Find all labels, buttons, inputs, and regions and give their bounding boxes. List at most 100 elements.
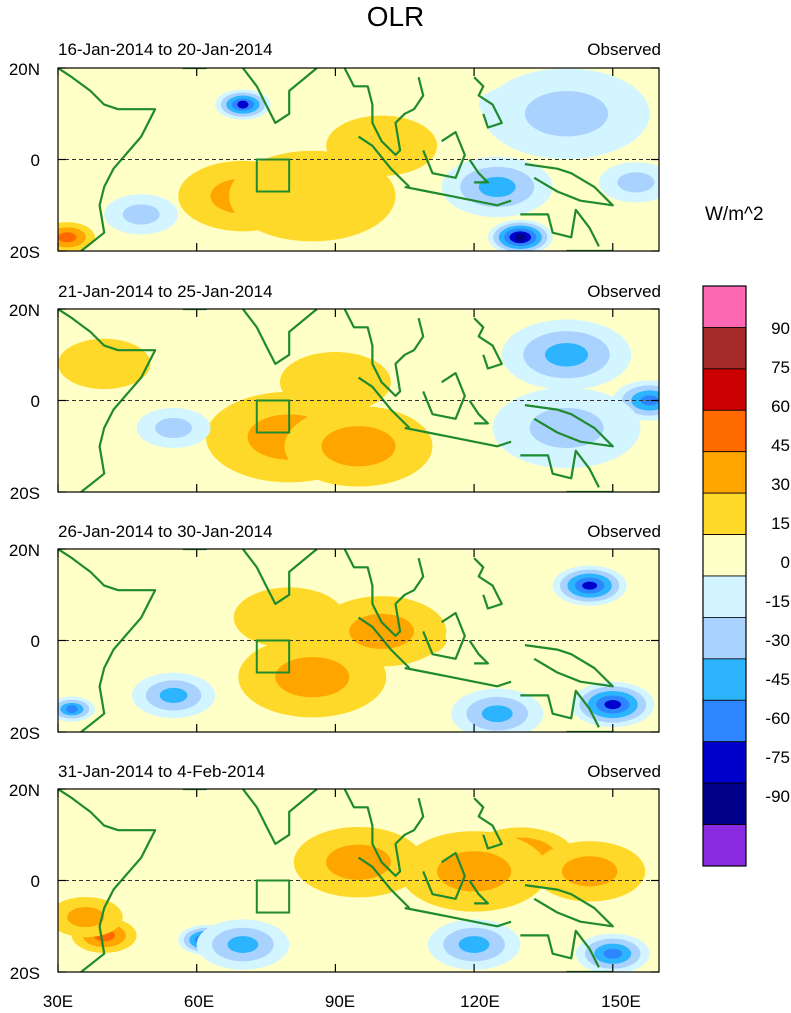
panel-2-anomaly-7-band-2 <box>155 417 193 439</box>
panel-3-anomaly-8-band-3 <box>159 687 188 703</box>
panel-2-coastline-4 <box>357 376 411 429</box>
panel-1-coastline-5 <box>404 185 512 207</box>
panel-1-region-box <box>255 158 291 193</box>
panel-2-coastline-2 <box>182 309 318 365</box>
panel-4-coastline-6 <box>422 851 466 900</box>
colorbar-label-neg30: -30 <box>765 631 790 650</box>
xtick-90e: 90E <box>324 992 356 1011</box>
panel-3-region-box <box>255 639 291 674</box>
p2-ytick-20n: 20N <box>8 301 40 320</box>
xtick-150e: 150E <box>601 992 641 1011</box>
panel-1-coastline-3 <box>343 68 425 156</box>
panel-4-coastline-9 <box>524 884 614 928</box>
panel-4-anomaly-8-band-4 <box>603 948 623 959</box>
panel-1-anomaly-3-band-2 <box>524 91 609 137</box>
panel-3-coastline-3 <box>343 549 425 638</box>
panel-1-coastline-8 <box>468 158 489 184</box>
colorbar-box-13 <box>702 824 747 867</box>
panel-4-anomaly-6-band-3 <box>227 936 259 953</box>
panel-2-coastline-6 <box>422 372 466 420</box>
colorbar-box-4 <box>702 451 747 494</box>
p2-ytick-20s: 20S <box>9 484 40 503</box>
p1-ytick-0: 0 <box>30 151 40 170</box>
panel-4-coastline-7 <box>473 797 503 850</box>
xtick-30e: 30E <box>42 992 74 1011</box>
panel-1-label: Observed <box>587 40 661 59</box>
panel-3-anomaly-9-band-4 <box>66 705 78 714</box>
colorbar-frame <box>702 285 747 867</box>
panel-1-period: 16-Jan-2014 to 20-Jan-2014 <box>58 40 273 59</box>
panel-4-coastline-10 <box>520 929 600 968</box>
panel-2-coastline-3 <box>343 309 425 397</box>
panel-2-label: Observed <box>587 282 661 301</box>
panel-4-label: Observed <box>587 762 661 781</box>
colorbar-label-neg45: -45 <box>765 670 790 689</box>
panel-3-coastline-5 <box>404 666 512 688</box>
colorbar-label-90: 90 <box>771 319 790 338</box>
panel-3-coastline-1 <box>58 549 157 732</box>
panel-4-region-box <box>255 879 291 914</box>
panel-1-coastline-7 <box>473 76 503 129</box>
panel-1-anomaly-9-band-2 <box>122 204 160 225</box>
panel-1-contours <box>58 68 659 251</box>
panel-2-anomaly-6-band-2 <box>529 407 604 449</box>
panel-1-coastline-4 <box>357 135 411 188</box>
panel-2-coastline-1 <box>58 309 157 492</box>
panel-4-period: 31-Jan-2014 to 4-Feb-2014 <box>58 762 265 781</box>
colorbar-label-60: 60 <box>771 397 790 416</box>
panel-4-coastline-8 <box>468 879 489 905</box>
colorbar-box-5 <box>702 492 747 535</box>
colorbar-label-45: 45 <box>771 436 790 455</box>
panel-1-coastline-10 <box>520 208 600 247</box>
colorbar-label-15: 15 <box>771 514 790 533</box>
colorbar-label-neg90: -90 <box>765 787 790 806</box>
panel-2-anomaly-2-band-2 <box>321 426 396 467</box>
panel-3-anomaly-4-band-1 <box>233 587 345 648</box>
panel-1-coastline-2 <box>182 68 318 125</box>
panel-1-anomaly-4-band-6 <box>514 233 526 242</box>
colorbar-label-75: 75 <box>771 358 790 377</box>
panel-4-coastline-5 <box>404 906 512 928</box>
panel-2-coastline-9 <box>524 404 614 448</box>
panel-2-anomaly-4-band-3 <box>544 343 589 367</box>
panel-3-period: 26-Jan-2014 to 30-Jan-2014 <box>58 522 273 541</box>
panel-4-coastline-4 <box>357 856 411 909</box>
colorbar-box-8 <box>702 617 747 660</box>
panel-1-anomaly-8-band-3 <box>58 232 77 243</box>
panel-1-anomaly-11-band-2 <box>617 172 655 193</box>
panel-3-coastline-8 <box>468 639 489 665</box>
colorbar-units: W/m^2 <box>705 204 764 225</box>
panel-3-coastline-6 <box>422 611 466 660</box>
p3-ytick-20n: 20N <box>8 541 40 560</box>
panel-3-anomaly-6-band-5 <box>604 700 622 710</box>
panel-4-anomaly-10-band-2 <box>67 907 105 928</box>
panel-4-anomaly-2-band-2 <box>437 851 512 892</box>
p2-ytick-0: 0 <box>30 392 40 411</box>
panel-3-label: Observed <box>587 522 661 541</box>
panel-2-region-box <box>255 399 291 434</box>
p4-ytick-0: 0 <box>30 872 40 891</box>
panel-2-coastline-10 <box>520 449 600 488</box>
panel-3-anomaly-3-band-2 <box>275 656 350 698</box>
panel-2-period: 21-Jan-2014 to 25-Jan-2014 <box>58 282 273 301</box>
chart-title: OLR <box>366 1 425 32</box>
panel-4-coastline-3 <box>343 789 425 878</box>
panel-2-anomaly-8-band-1 <box>58 338 151 390</box>
xtick-60e: 60E <box>183 992 215 1011</box>
panel-1-anomaly-1-band-5 <box>237 100 249 109</box>
panel-3-anomaly-5-band-5 <box>582 581 598 590</box>
panel-4-contours <box>58 789 650 972</box>
panel-2-contours <box>58 309 659 492</box>
panel-3-anomaly-7-band-3 <box>481 705 513 723</box>
colorbar-label-neg15: -15 <box>765 592 790 611</box>
panel-2-anomaly-3-band-1 <box>279 352 391 413</box>
panel-3-coastline-2 <box>182 549 318 606</box>
panel-3-coastline-4 <box>357 616 411 669</box>
panel-2-coastline-5 <box>404 426 512 448</box>
panel-1-coastline-9 <box>524 163 614 207</box>
p4-ytick-20s: 20S <box>9 964 40 983</box>
panel-1-anomaly-10-band-1 <box>326 115 438 176</box>
panel-2-coastline-7 <box>473 317 503 370</box>
